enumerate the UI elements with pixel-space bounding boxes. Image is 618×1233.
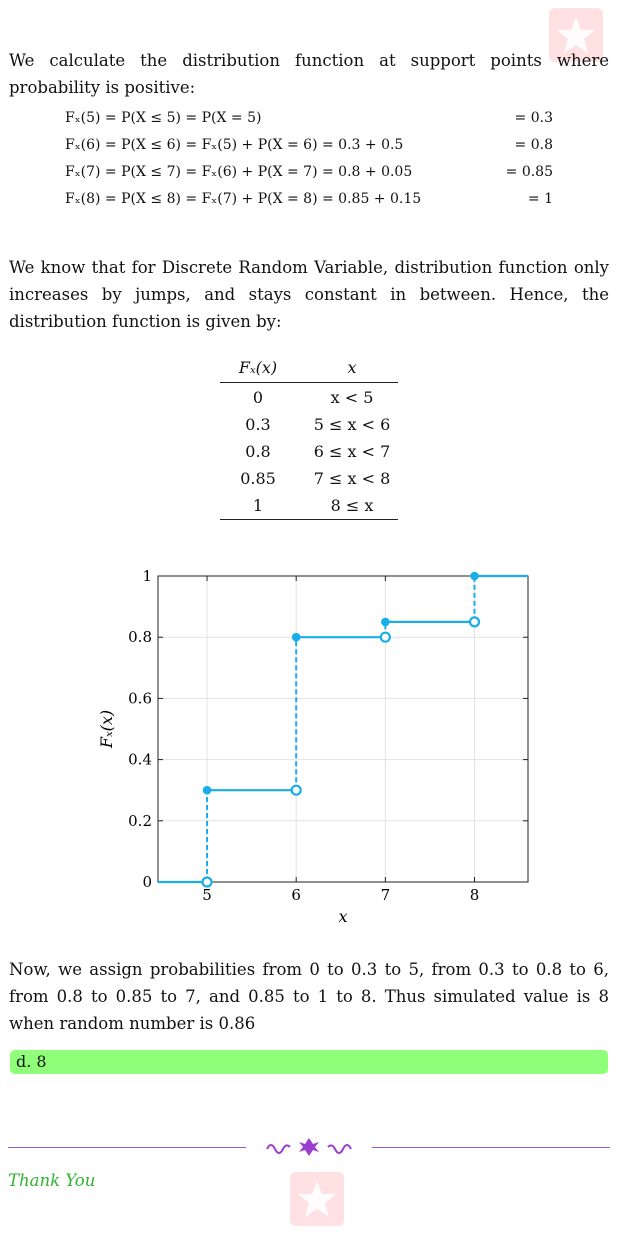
star-icon (557, 17, 595, 53)
y-tick-label: 0.6 (128, 689, 152, 707)
plot-frame (157, 575, 529, 883)
table-header-fx: Fₓ(x) (238, 358, 278, 377)
explanation-text: We know that for Discrete Random Variabl… (9, 258, 609, 331)
ornament-icon (266, 1138, 352, 1156)
ornament (264, 1136, 354, 1158)
table-header-x: x (347, 358, 357, 377)
equation-lhs: Fₓ(7) = P(X ≤ 7) = Fₓ(6) + P(X = 7) = 0.… (65, 164, 413, 180)
thank-you-text: Thank You (8, 1171, 96, 1190)
cdf-chart: 5 6 7 8 0 0.2 0.4 0.6 0.8 1 x Fₓ(x) (97, 567, 529, 926)
table-cell: 0 (252, 388, 264, 407)
closed-circle-marker (381, 617, 390, 627)
y-tick-label: 0 (142, 873, 152, 891)
y-tick-label: 0.4 (128, 751, 152, 769)
table-cell: 6 ≤ x < 7 (313, 442, 391, 461)
table-cell: 0.8 (245, 442, 271, 461)
table-rule-bottom (220, 519, 398, 520)
open-circle-marker (201, 876, 213, 888)
open-circle-marker (468, 616, 481, 628)
equation-row: Fₓ(7) = P(X ≤ 7) = Fₓ(6) + P(X = 7) = 0.… (65, 164, 553, 186)
footer-divider-left (8, 1147, 246, 1148)
y-tick-label: 0.8 (128, 628, 152, 646)
table-cell: 0.3 (245, 415, 271, 434)
equation-rhs: = 1 (527, 191, 553, 207)
table-rule-top (220, 382, 398, 383)
equation-row: Fₓ(5) = P(X ≤ 5) = P(X = 5) = 0.3 (65, 110, 553, 132)
star-icon (298, 1181, 336, 1217)
table-cell: x < 5 (330, 388, 374, 407)
table-cell: 8 ≤ x (330, 496, 374, 515)
equation-lhs: Fₓ(5) = P(X ≤ 5) = P(X = 5) (65, 110, 262, 126)
table-cell: 0.85 (240, 469, 276, 488)
x-tick-label: 8 (470, 886, 480, 904)
chart-ticks: 5 6 7 8 0 0.2 0.4 0.6 0.8 1 (128, 567, 528, 904)
y-tick-label: 1 (142, 567, 152, 585)
equation-rhs: = 0.8 (514, 137, 553, 153)
x-tick-label: 7 (381, 886, 391, 904)
watermark-logo-bottom (290, 1172, 344, 1226)
conclusion-text: Now, we assign probabilities from 0 to 0… (9, 960, 609, 1033)
table-cell: 1 (252, 496, 264, 515)
equation-lhs: Fₓ(8) = P(X ≤ 8) = Fₓ(7) + P(X = 8) = 0.… (65, 191, 422, 207)
y-axis-label: Fₓ(x) (97, 710, 116, 749)
intro-text: We calculate the distribution function a… (9, 51, 609, 97)
answer-text: d. 8 (16, 1052, 47, 1071)
table-cell: 7 ≤ x < 8 (313, 469, 391, 488)
equation-rhs: = 0.85 (505, 164, 553, 180)
y-tick-label: 0.2 (128, 812, 152, 830)
equation-lhs: Fₓ(6) = P(X ≤ 6) = Fₓ(5) + P(X = 6) = 0.… (65, 137, 404, 153)
open-circle-marker (379, 631, 391, 643)
closed-circle-marker (202, 785, 212, 795)
equation-row: Fₓ(8) = P(X ≤ 8) = Fₓ(7) + P(X = 8) = 0.… (65, 191, 553, 213)
x-axis-label: x (338, 907, 347, 926)
equation-row: Fₓ(6) = P(X ≤ 6) = Fₓ(5) + P(X = 6) = 0.… (65, 137, 553, 159)
open-circle-marker (290, 784, 302, 796)
closed-circle-marker (470, 571, 479, 581)
equation-rhs: = 0.3 (514, 110, 553, 126)
x-tick-label: 6 (291, 886, 301, 904)
answer-box: d. 8 (10, 1050, 608, 1074)
table-cell: 5 ≤ x < 6 (313, 415, 391, 434)
chart-series (158, 571, 528, 888)
watermark-logo (549, 8, 603, 62)
footer-divider-right (372, 1147, 610, 1148)
closed-circle-marker (291, 632, 301, 642)
x-tick-label: 5 (202, 886, 212, 904)
